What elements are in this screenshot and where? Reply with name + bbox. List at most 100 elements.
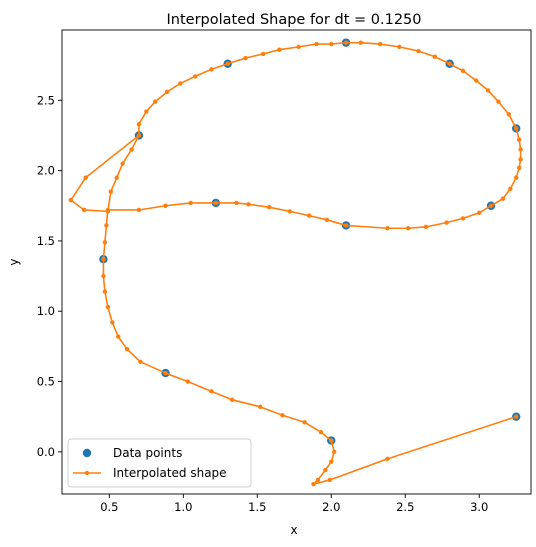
interpolated-point xyxy=(102,240,108,245)
interpolated-point xyxy=(153,99,158,104)
y-tick-label: 1.0 xyxy=(37,304,55,318)
interpolated-point xyxy=(83,175,88,180)
interpolated-point xyxy=(460,216,466,221)
plot-frame xyxy=(61,29,532,495)
interpolated-point xyxy=(474,78,479,83)
series-interpolated-shape xyxy=(68,40,523,487)
interpolated-point xyxy=(306,213,312,218)
interpolated-point xyxy=(81,207,87,213)
interpolated-point xyxy=(315,477,321,483)
x-tick-label: 1.0 xyxy=(174,500,192,514)
interpolated-point xyxy=(323,467,328,473)
y-tick-label: 0.0 xyxy=(37,445,55,459)
x-axis-label: x xyxy=(290,523,297,537)
legend-label: Data points xyxy=(113,446,182,460)
x-tick-label: 2.5 xyxy=(396,500,414,514)
interpolated-point xyxy=(234,200,239,206)
y-tick-label: 2.5 xyxy=(37,93,55,107)
interpolated-point xyxy=(516,137,522,142)
interpolated-point xyxy=(311,481,316,487)
interpolated-point xyxy=(114,175,119,180)
y-axis-label: y xyxy=(7,258,21,265)
interpolated-point xyxy=(332,449,337,455)
x-axis-ticks: 0.5 1.0 1.5 2.0 2.5 3.0 xyxy=(100,494,488,514)
legend-box xyxy=(67,438,252,488)
interpolated-point xyxy=(163,370,168,376)
interpolated-point xyxy=(508,186,513,192)
interpolated-point xyxy=(406,226,411,231)
interpolated-point xyxy=(327,477,332,483)
legend-marker-data-points xyxy=(82,448,92,458)
y-tick-label: 1.5 xyxy=(37,234,55,248)
interpolated-point xyxy=(209,389,214,394)
interpolated-point xyxy=(444,220,449,225)
interpolated-point xyxy=(280,413,285,418)
interpolated-point xyxy=(318,429,324,435)
interpolated-point xyxy=(136,207,142,213)
interpolated-point xyxy=(296,44,301,50)
interpolated-point xyxy=(385,456,390,462)
interpolated-point xyxy=(343,223,349,228)
interpolated-point xyxy=(518,147,523,152)
interpolated-point xyxy=(447,61,452,66)
interpolated-point xyxy=(314,41,319,47)
interpolated-point xyxy=(485,88,491,93)
legend: Data points Interpolated shape xyxy=(67,438,252,488)
interpolated-point xyxy=(514,175,519,180)
y-tick-label: 2.0 xyxy=(37,164,55,178)
interpolated-point xyxy=(377,41,383,47)
interpolated-point xyxy=(225,61,230,66)
x-tick-label: 3.0 xyxy=(470,500,488,514)
interpolated-point xyxy=(329,459,334,464)
interpolated-point xyxy=(129,147,134,152)
interpolated-point xyxy=(496,99,501,104)
interpolated-point xyxy=(124,346,130,352)
interpolated-point xyxy=(266,204,272,210)
interpolated-point xyxy=(102,289,108,294)
interpolated-point xyxy=(500,196,506,201)
interpolated-point xyxy=(104,223,109,228)
interpolated-point xyxy=(329,438,334,443)
x-tick-label: 1.5 xyxy=(248,500,266,514)
interpolated-point xyxy=(358,40,364,45)
interpolated-point xyxy=(514,414,519,419)
interpolated-point xyxy=(397,44,402,50)
interpolated-point xyxy=(105,304,111,310)
interpolated-point xyxy=(108,189,114,194)
interpolated-point xyxy=(110,320,115,325)
interpolated-point xyxy=(116,334,121,339)
interpolated-point xyxy=(460,68,466,73)
chart-title: Interpolated Shape for dt = 0.1250 xyxy=(167,12,422,28)
interpolated-point xyxy=(518,157,523,162)
interpolated-point xyxy=(243,55,248,61)
interpolated-point xyxy=(68,197,74,203)
interpolated-point xyxy=(516,165,522,170)
interpolated-point xyxy=(302,420,307,425)
interpolated-point xyxy=(514,126,519,131)
x-tick-label: 0.5 xyxy=(100,500,118,514)
interpolated-point xyxy=(138,359,143,365)
interpolated-point xyxy=(246,202,251,207)
y-axis-ticks: 0.0 0.5 1.0 1.5 2.0 2.5 xyxy=(37,93,62,459)
interpolated-point xyxy=(105,209,111,214)
interpolated-point xyxy=(209,67,214,72)
interpolated-point xyxy=(287,209,293,214)
interpolated-point xyxy=(136,133,142,138)
interpolated-point xyxy=(120,161,125,166)
interpolated-point xyxy=(185,379,190,384)
interpolated-point xyxy=(213,200,219,206)
interpolated-point xyxy=(277,47,282,52)
interpolated-point xyxy=(144,109,149,114)
interpolated-point xyxy=(164,89,170,95)
legend-marker-interpolated-point xyxy=(84,470,90,476)
interpolated-point xyxy=(416,48,421,54)
interpolated-point xyxy=(101,256,106,262)
interpolated-point xyxy=(163,203,168,208)
interpolated-point xyxy=(477,210,482,215)
series-data-points xyxy=(99,38,521,445)
interpolated-point xyxy=(329,41,334,47)
x-tick-label: 2.0 xyxy=(322,500,340,514)
legend-label: Interpolated shape xyxy=(113,466,227,480)
interpolated-point xyxy=(506,112,512,117)
